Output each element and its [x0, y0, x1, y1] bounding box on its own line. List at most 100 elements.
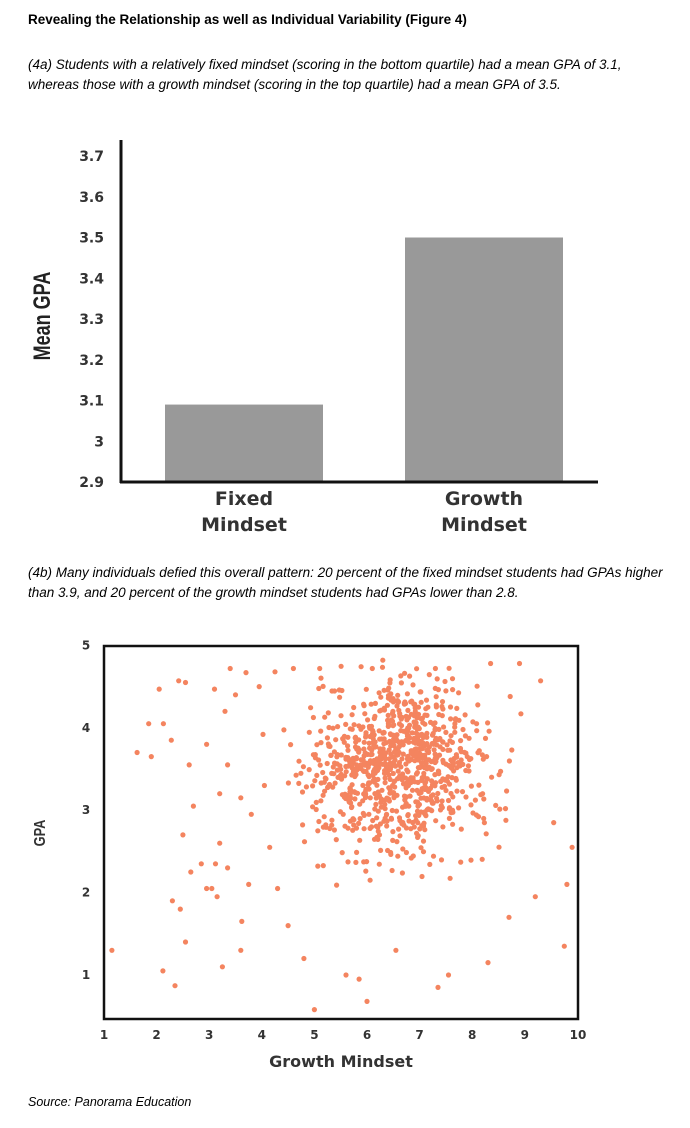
scatter-point	[358, 664, 364, 670]
caption-4b: (4b) Many individuals defied this overal…	[28, 565, 663, 600]
x-tick-label: 1	[100, 1028, 108, 1042]
scatter-point	[423, 697, 430, 703]
scatter-point	[414, 750, 420, 756]
scatter-point	[362, 711, 368, 717]
scatter-point	[306, 767, 312, 773]
scatter-point	[415, 820, 421, 826]
scatter-point	[414, 787, 420, 794]
scatter-point	[400, 819, 406, 826]
scatter-point	[394, 839, 400, 845]
scatter-point	[246, 881, 252, 888]
scatter-point	[506, 758, 512, 764]
x-tick-label: 3	[205, 1028, 213, 1042]
scatter-point	[466, 735, 472, 741]
scatter-point	[352, 796, 358, 802]
scatter-point	[418, 716, 424, 722]
scatter-point	[333, 737, 339, 743]
scatter-point	[391, 778, 397, 785]
scatter-point	[446, 781, 453, 787]
scatter-point	[353, 825, 360, 831]
scatter-point	[384, 811, 390, 818]
scatter-point	[362, 789, 368, 795]
scatter-point	[454, 788, 460, 794]
scatter-point	[363, 868, 369, 874]
scatter-point	[452, 729, 458, 735]
scatter-point	[385, 687, 391, 693]
scatter-point	[345, 743, 351, 749]
scatter-point	[440, 760, 446, 766]
scatter-point	[322, 714, 328, 720]
scatter-point	[275, 885, 281, 892]
scatter-point	[190, 803, 196, 809]
scatter-point	[403, 849, 409, 856]
scatter-point	[403, 825, 409, 831]
scatter-point	[410, 682, 416, 688]
scatter-point	[384, 702, 390, 708]
scatter-point	[310, 783, 316, 789]
scatter-point	[386, 747, 392, 753]
scatter-point	[365, 782, 371, 788]
scatter-point	[438, 857, 445, 863]
scatter-point	[338, 663, 344, 669]
scatter-point	[331, 827, 337, 833]
scatter-point	[261, 782, 267, 789]
scatter-point	[385, 721, 391, 727]
scatter-point	[370, 817, 376, 824]
scatter-point	[450, 821, 456, 827]
scatter-point	[357, 816, 363, 822]
scatter-point	[399, 777, 405, 783]
scatter-point	[334, 767, 340, 773]
scatter-point	[334, 752, 341, 758]
scatter-point	[182, 679, 189, 686]
scatter-point	[349, 726, 355, 732]
scatter-point	[362, 794, 369, 801]
scatter-point	[394, 792, 400, 798]
y-tick-label: 5	[82, 638, 90, 652]
scatter-point	[314, 772, 320, 779]
scatter-point	[538, 678, 544, 684]
scatter-points	[109, 657, 575, 1013]
scatter-point	[439, 798, 445, 804]
scatter-point	[360, 810, 366, 817]
scatter-point	[335, 724, 341, 730]
scatter-point	[420, 838, 427, 844]
scatter-point	[349, 804, 355, 810]
scatter-point	[504, 788, 510, 794]
plot-frame	[102, 644, 580, 1021]
scatter-point	[424, 730, 430, 737]
scatter-point	[373, 744, 379, 750]
scatter-point	[232, 692, 239, 698]
scatter-point	[387, 776, 393, 783]
y-tick-label: 3.4	[79, 271, 104, 287]
scatter-point	[462, 733, 468, 739]
scatter-point	[458, 738, 464, 744]
scatter-point	[442, 783, 448, 789]
y-axis-title: GPA	[32, 819, 50, 846]
scatter-point	[318, 728, 324, 734]
scatter-point	[238, 947, 244, 953]
scatter-point	[366, 786, 372, 792]
scatter-point	[335, 774, 341, 781]
y-tick-label: 3	[94, 434, 104, 450]
scatter-point	[429, 778, 435, 784]
scatter-point	[507, 693, 513, 700]
scatter-point	[373, 795, 379, 801]
scatter-point	[460, 761, 466, 768]
scatter-point	[474, 683, 480, 689]
scatter-point	[421, 765, 428, 771]
scatter-point	[324, 735, 330, 741]
scatter-point	[419, 873, 425, 880]
scatter-point	[454, 705, 460, 712]
x-tick-label: 10	[570, 1028, 587, 1042]
scatter-point	[337, 763, 343, 769]
scatter-point	[403, 782, 409, 788]
scatter-point	[156, 686, 162, 692]
scatter-point	[496, 844, 502, 850]
scatter-point	[390, 770, 396, 777]
scatter-point	[561, 943, 567, 949]
scatter-point	[424, 776, 430, 783]
scatter-point	[318, 780, 324, 786]
scatter-point	[396, 826, 402, 832]
scatter-point	[398, 764, 404, 770]
scatter-point	[502, 806, 509, 812]
